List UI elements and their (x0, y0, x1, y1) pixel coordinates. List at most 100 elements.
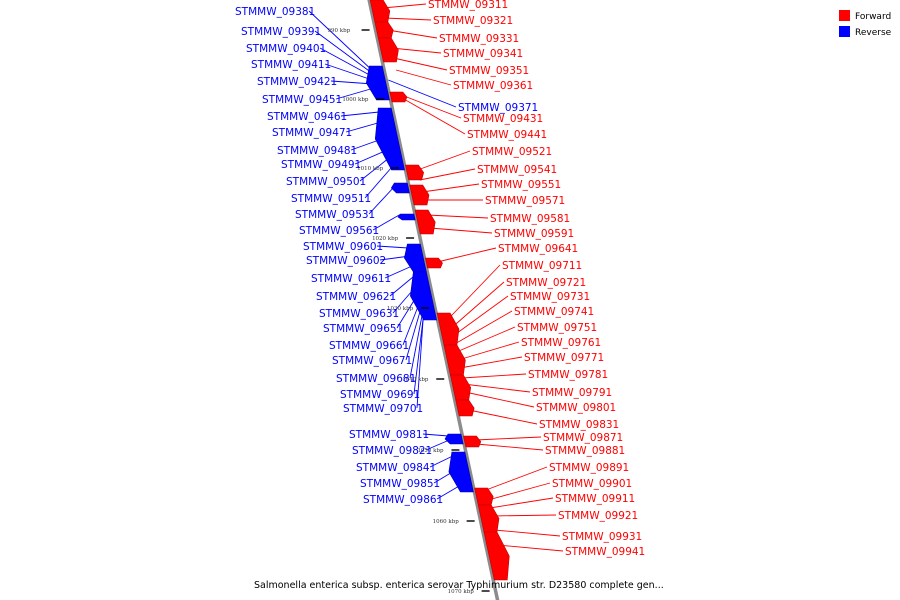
tick-label: 1020 kbp (372, 236, 399, 242)
forward-connector (485, 466, 548, 491)
reverse-gene-label: STMMW_09602 (306, 255, 386, 267)
reverse-connector (416, 317, 424, 409)
reverse-gene-label: STMMW_09401 (246, 43, 326, 55)
reverse-gene-label: STMMW_09671 (332, 355, 412, 367)
reverse-gene-label: STMMW_09631 (319, 308, 399, 320)
forward-connector (459, 356, 523, 369)
genome-backbone (367, 0, 500, 600)
reverse-gene-label: STMMW_09661 (329, 340, 409, 352)
forward-connector (422, 183, 480, 193)
reverse-connector (413, 317, 424, 395)
forward-gene-label: STMMW_09761 (521, 337, 601, 349)
forward-connector (475, 436, 542, 441)
reverse-gene-block (390, 182, 410, 194)
reverse-gene-block (397, 213, 416, 221)
tick-label: 1030 kbp (387, 306, 414, 312)
forward-connector (391, 47, 442, 54)
forward-gene-label: STMMW_09741 (514, 306, 594, 318)
legend: Forward Reverse (839, 10, 892, 38)
forward-gene-block (463, 435, 482, 448)
forward-connector (387, 29, 438, 39)
reverse-gene-label: STMMW_09681 (336, 373, 416, 385)
forward-gene-block (409, 184, 430, 206)
forward-gene-label: STMMW_09641 (498, 243, 578, 255)
forward-gene-label: STMMW_09751 (517, 322, 597, 334)
reverse-gene-label: STMMW_09691 (340, 389, 420, 401)
forward-gene-label: STMMW_09921 (558, 510, 638, 522)
reverse-connector (324, 63, 373, 81)
forward-connector (451, 281, 505, 329)
reverse-gene-label: STMMW_09471 (272, 127, 352, 139)
forward-gene-label: STMMW_09791 (532, 387, 612, 399)
forward-gene-label: STMMW_09521 (472, 146, 552, 158)
reverse-gene-block (404, 243, 427, 273)
forward-connector (382, 3, 427, 9)
gene-features (365, 0, 510, 581)
forward-gene-label: STMMW_09571 (485, 195, 565, 207)
forward-connector (401, 97, 466, 135)
reverse-gene-label: STMMW_09481 (277, 145, 357, 157)
reverse-connector (359, 157, 390, 182)
tick-label: 1000 kbp (342, 97, 369, 103)
forward-gene-label: STMMW_09321 (433, 15, 513, 27)
tick-label: 1070 kbp (448, 589, 475, 595)
reverse-connector (376, 245, 409, 249)
forward-connector (476, 443, 544, 451)
backbone-line (367, 0, 500, 600)
forward-gene-label: STMMW_09581 (490, 213, 570, 225)
reverse-connector (364, 167, 392, 199)
reverse-gene-label: STMMW_09651 (323, 323, 403, 335)
forward-gene-label: STMMW_09801 (536, 402, 616, 414)
forward-gene-block (443, 344, 466, 376)
reverse-gene-block (365, 65, 390, 101)
forward-connector (396, 69, 452, 86)
forward-gene-label: STMMW_09901 (552, 478, 632, 490)
forward-connector (437, 247, 497, 263)
forward-connector (488, 482, 551, 501)
forward-gene-block (474, 487, 494, 506)
reverse-gene-label: STMMW_09461 (267, 111, 347, 123)
forward-gene-label: STMMW_09831 (539, 419, 619, 431)
reverse-gene-label: STMMW_09851 (360, 478, 440, 490)
forward-connector (419, 168, 476, 181)
reverse-connector (409, 313, 423, 379)
reverse-connector (308, 10, 371, 69)
forward-connector (384, 17, 432, 21)
reverse-gene-label: STMMW_09531 (295, 209, 375, 221)
forward-gene-label: STMMW_09351 (449, 65, 529, 77)
reverse-gene-label: STMMW_09451 (262, 94, 342, 106)
reverse-connector (384, 265, 413, 279)
forward-connector (448, 264, 501, 319)
forward-connector (452, 295, 509, 337)
legend-forward-swatch (839, 10, 850, 21)
reverse-connector (340, 111, 380, 117)
reverse-gene-label: STMMW_09701 (343, 403, 423, 415)
forward-gene-block (405, 164, 424, 181)
forward-gene-label: STMMW_09731 (510, 291, 590, 303)
reverse-gene-label: STMMW_09601 (303, 241, 383, 253)
forward-gene-block (483, 531, 510, 581)
forward-gene-label: STMMW_09721 (506, 277, 586, 289)
reverse-connector (368, 185, 396, 215)
reverse-gene-label: STMMW_09491 (281, 159, 361, 171)
forward-gene-label: STMMW_09941 (565, 546, 645, 558)
reverse-gene-block (410, 271, 437, 321)
forward-connector (454, 310, 513, 345)
forward-gene-block (374, 21, 394, 39)
reverse-gene-label: STMMW_09841 (356, 462, 436, 474)
forward-connector (429, 227, 493, 234)
reverse-gene-label: STMMW_09811 (349, 429, 429, 441)
forward-gene-label: STMMW_09431 (463, 113, 543, 125)
reverse-gene-label: STMMW_09421 (257, 76, 337, 88)
tick-label: 1040 kbp (402, 377, 429, 383)
forward-connector (427, 214, 489, 219)
genome-caption: Salmonella enterica subsp. enterica sero… (254, 580, 664, 591)
reverse-gene-block (374, 107, 405, 171)
forward-connector (463, 383, 531, 393)
reverse-connector (345, 121, 382, 133)
forward-connector (456, 326, 516, 353)
forward-gene-label: STMMW_09771 (524, 352, 604, 364)
reverse-gene-label: STMMW_09501 (286, 176, 366, 188)
reverse-connector (389, 275, 415, 297)
reverse-connector (319, 47, 372, 77)
